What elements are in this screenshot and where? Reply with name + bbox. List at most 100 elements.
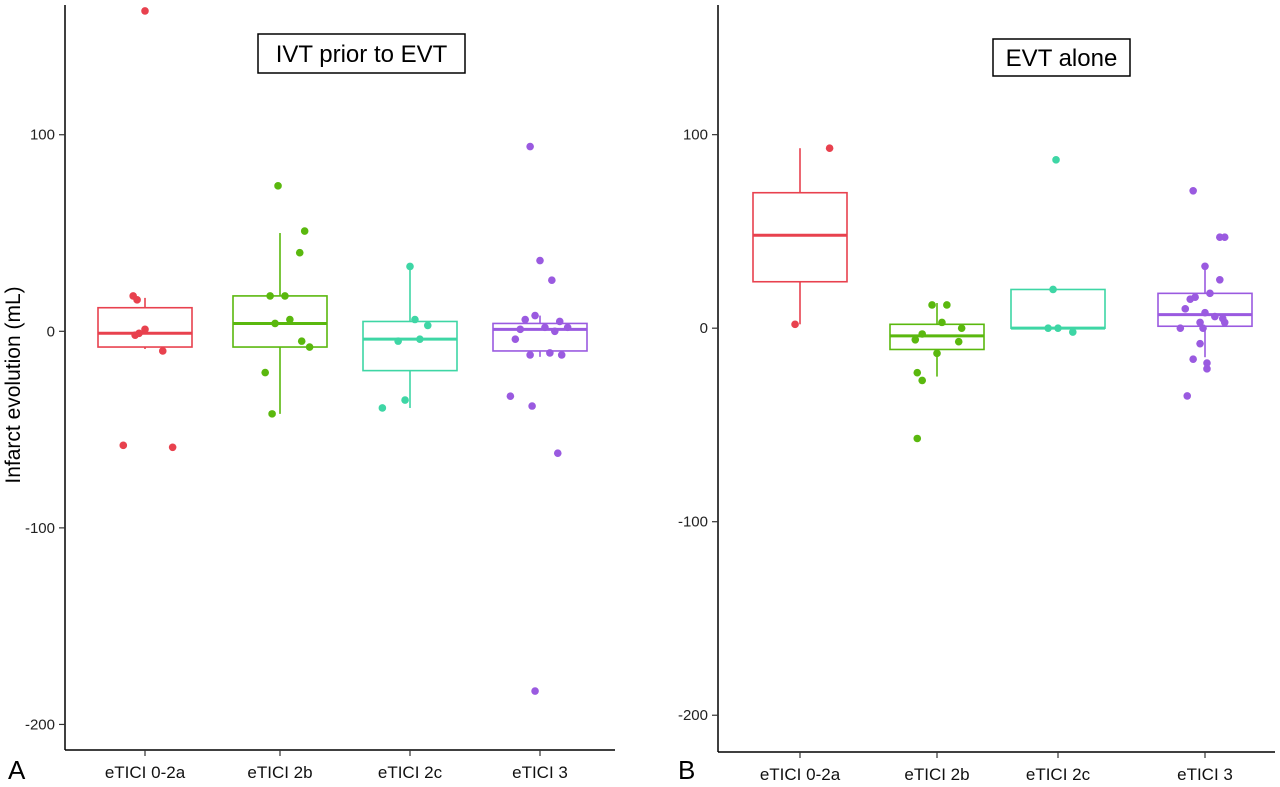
data-point [933,349,941,358]
data-point [1201,308,1209,317]
data-point [531,687,539,695]
y-tick-label: -100 [678,514,708,531]
panel-a: IVT prior to EVT A 100 0 -100 -200 eTICI 0-2… [8,5,615,785]
panel-a-title-box: IVT prior to EVT [257,33,466,74]
data-point [286,315,294,324]
data-point [1211,312,1219,321]
box [97,306,193,348]
data-point [305,343,314,351]
data-point [1176,324,1185,332]
data-point [1183,392,1192,400]
data-point [557,351,566,359]
data-point [261,368,269,377]
data-point [1206,289,1214,298]
x-tick-label: eTICI 2c [1026,765,1091,784]
data-point [526,142,534,151]
data-point [1189,186,1197,195]
data-point [1201,262,1209,271]
data-point [791,320,799,329]
data-point [506,392,515,400]
data-point [141,7,149,15]
data-point [281,292,289,300]
data-point [1069,328,1077,336]
box-group [492,142,588,695]
x-tick-label: eTICI 0-2a [105,763,186,782]
data-point [526,351,534,359]
data-point [141,325,149,334]
panel-a-title-frame [257,33,466,74]
data-point [416,335,424,343]
data-point [119,441,128,450]
y-tick-label: 0 [700,320,708,337]
data-point [1220,233,1229,242]
data-point [1044,324,1052,332]
data-point [521,315,529,324]
y-tick-label: -100 [25,520,55,537]
data-point [1218,314,1227,323]
y-axis-label: Infarct evolution (mL) [2,286,25,483]
box [1010,288,1106,329]
data-point [954,337,963,346]
panel-b-title-frame [992,38,1131,77]
box-group [1010,156,1106,336]
panel-b-title: EVT alone [1006,45,1118,72]
x-tick-label: eTICI 2b [247,763,312,782]
data-point [546,349,554,357]
data-point [528,402,536,410]
x-tick-label: eTICI 0-2a [760,765,841,784]
box-group [889,301,985,443]
panel-b-letter: B [678,755,695,785]
box-group [362,262,458,412]
data-point [378,404,387,412]
data-point [158,347,167,355]
data-point [406,262,414,271]
data-point [548,276,556,284]
data-point [1216,276,1224,284]
data-point [551,327,559,336]
data-point [1052,156,1060,164]
panel-b-title-box: EVT alone [992,38,1131,77]
data-point [1049,285,1057,294]
y-tick-label: -200 [678,707,708,724]
data-point [928,301,936,309]
data-point [1189,355,1197,363]
box-group [1157,186,1253,400]
data-point [423,321,432,330]
data-point [1196,318,1204,327]
data-point [516,325,525,334]
y-tick-label: 0 [47,323,55,340]
x-tick-label: eTICI 2c [378,763,443,782]
data-point [957,324,966,332]
data-point [268,410,276,418]
data-point [266,292,274,300]
data-point [295,248,304,257]
data-point [511,335,520,343]
data-point [918,376,926,385]
data-point [1054,324,1062,332]
box-group [97,7,193,452]
data-point [168,443,177,452]
data-point [274,182,282,190]
data-point [1181,305,1190,313]
box [362,320,458,372]
x-tick-label: eTICI 2b [904,765,969,784]
data-point [938,318,946,327]
data-point [555,317,564,326]
data-point [913,434,922,443]
box [232,295,328,348]
x-tick-label: eTICI 3 [1177,765,1233,784]
box [752,191,848,283]
y-tick-label: 100 [683,127,708,144]
data-point [1199,324,1207,332]
box-group [752,144,848,329]
data-point [911,335,920,344]
data-point [300,227,309,235]
data-point [133,296,141,304]
data-point [943,301,951,309]
data-point [913,368,922,377]
data-point [394,337,402,345]
y-tick-label: 100 [30,127,55,144]
data-point [918,330,926,338]
data-point [1191,293,1199,302]
